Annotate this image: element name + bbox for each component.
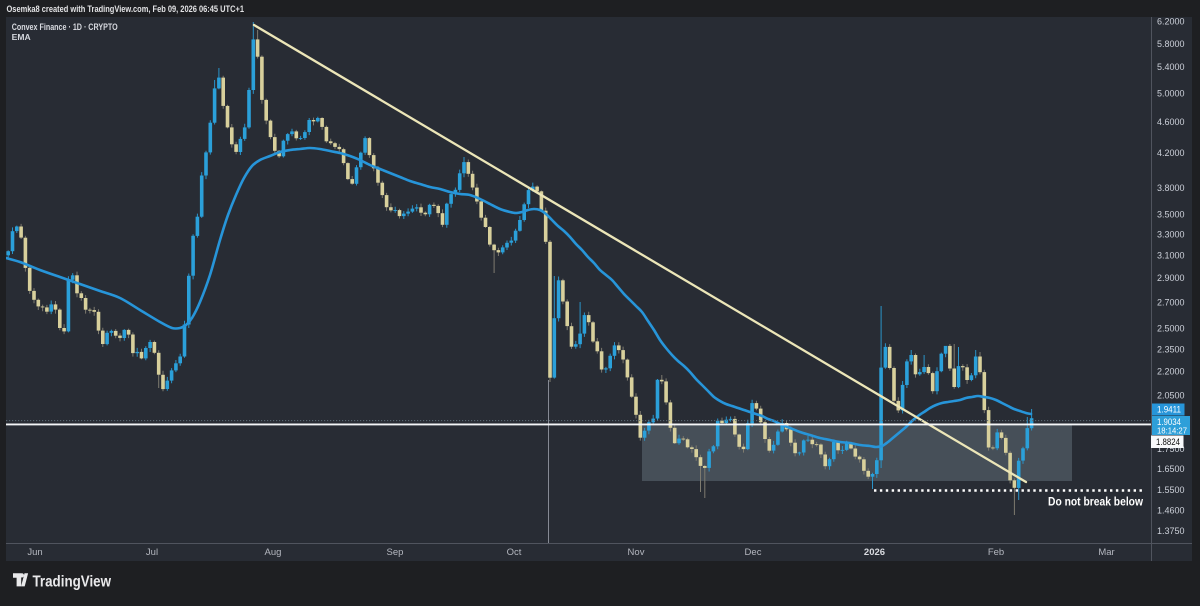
- svg-text:Jun: Jun: [27, 547, 42, 558]
- svg-text:3.8000: 3.8000: [1157, 183, 1185, 193]
- svg-text:Sep: Sep: [387, 547, 404, 558]
- svg-text:Mar: Mar: [1098, 547, 1114, 558]
- svg-text:Jul: Jul: [146, 547, 158, 558]
- svg-text:2.2000: 2.2000: [1157, 367, 1185, 377]
- svg-text:1.8824: 1.8824: [1156, 437, 1180, 447]
- svg-text:6.2000: 6.2000: [1157, 17, 1185, 27]
- svg-text:Dec: Dec: [745, 547, 762, 558]
- svg-text:4.2000: 4.2000: [1157, 148, 1185, 158]
- svg-text:1.4600: 1.4600: [1157, 506, 1185, 516]
- svg-text:1.9034: 1.9034: [1157, 417, 1181, 427]
- svg-text:3.3000: 3.3000: [1157, 230, 1185, 240]
- svg-text:18:14:27: 18:14:27: [1157, 426, 1188, 435]
- svg-text:2.7000: 2.7000: [1157, 298, 1185, 308]
- svg-text:2.0500: 2.0500: [1157, 391, 1185, 401]
- svg-text:2.3500: 2.3500: [1157, 345, 1185, 355]
- svg-text:EMA: EMA: [12, 32, 31, 42]
- svg-text:2.9000: 2.9000: [1157, 273, 1185, 283]
- svg-text:1.5500: 1.5500: [1157, 485, 1185, 495]
- svg-text:2026: 2026: [864, 547, 885, 558]
- svg-text:5.0000: 5.0000: [1157, 89, 1185, 99]
- svg-text:2.5000: 2.5000: [1157, 324, 1185, 334]
- svg-text:4.6000: 4.6000: [1157, 117, 1185, 127]
- svg-text:Oct: Oct: [507, 547, 522, 558]
- svg-text:3.1000: 3.1000: [1157, 251, 1185, 261]
- svg-text:Osemka8 created with TradingVi: Osemka8 created with TradingView.com, Fe…: [7, 4, 245, 14]
- svg-text:5.4000: 5.4000: [1157, 62, 1185, 72]
- svg-text:1.7500: 1.7500: [1157, 444, 1185, 454]
- svg-text:1.9411: 1.9411: [1157, 405, 1181, 415]
- svg-text:Feb: Feb: [988, 547, 1004, 558]
- svg-text:3.5000: 3.5000: [1157, 210, 1185, 220]
- svg-text:TradingView: TradingView: [33, 574, 112, 591]
- svg-text:Convex Finance · 1D · CRYPTO: Convex Finance · 1D · CRYPTO: [12, 22, 118, 32]
- svg-text:Aug: Aug: [265, 547, 282, 558]
- svg-text:Do not break below: Do not break below: [1048, 497, 1143, 509]
- svg-text:1.3750: 1.3750: [1157, 526, 1185, 536]
- svg-text:5.8000: 5.8000: [1157, 39, 1185, 49]
- svg-text:Nov: Nov: [628, 547, 645, 558]
- svg-text:1.6500: 1.6500: [1157, 464, 1185, 474]
